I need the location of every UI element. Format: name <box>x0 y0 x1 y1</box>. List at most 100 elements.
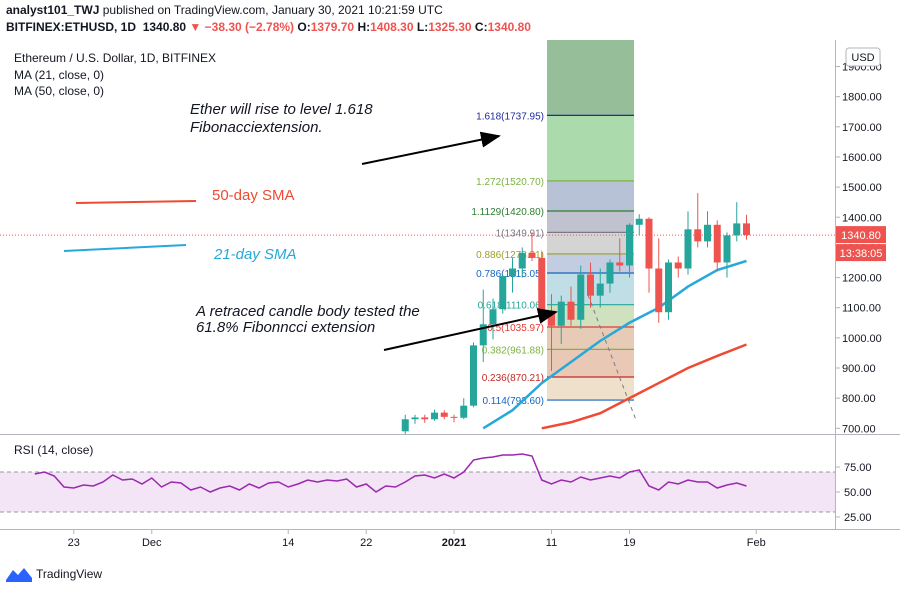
fib-level-label: 1.1129(1420.80) <box>471 207 544 218</box>
time-tick-label: Feb <box>747 537 766 549</box>
high-value: 1408.30 <box>370 20 414 34</box>
candle-body[interactable] <box>635 218 643 225</box>
rsi-tick-label: 50.00 <box>844 487 872 499</box>
candle-body[interactable] <box>704 224 711 242</box>
candle-body[interactable] <box>421 417 429 420</box>
legend-ma50: MA (50, close, 0) <box>14 84 104 98</box>
currency-label: USD <box>851 52 874 64</box>
author-name[interactable]: analyst101_TWJ <box>6 3 100 17</box>
candle-body[interactable] <box>723 235 731 263</box>
tradingview-logo-icon <box>6 568 32 582</box>
fib-zone <box>547 232 634 254</box>
candle-body[interactable] <box>450 416 458 418</box>
rise-annotation-line2: Fibonacciextension. <box>190 119 323 136</box>
candle-body[interactable] <box>694 229 702 242</box>
candle-body[interactable] <box>733 223 741 236</box>
last-price-badge-text: 1340.80 <box>841 230 881 242</box>
candle-body[interactable] <box>411 417 419 420</box>
price-tick-label: 1700.00 <box>842 122 882 134</box>
candle-body[interactable] <box>655 268 663 313</box>
candle-body[interactable] <box>440 412 448 417</box>
fib-zone <box>547 376 634 401</box>
time-tick-label: 14 <box>282 537 294 549</box>
retrace-annotation-line2: 61.8% Fibonncci extension <box>196 319 375 336</box>
candle-body[interactable] <box>674 262 682 269</box>
fib-zone <box>547 349 634 377</box>
legend-title: Ethereum / U.S. Dollar, 1D, BITFINEX <box>14 51 216 65</box>
high-label: H: <box>357 20 371 34</box>
candle-body[interactable] <box>499 276 507 310</box>
rise-annotation-line1: Ether will rise to level 1.618 <box>190 101 373 118</box>
price-tick-label: 1800.00 <box>842 92 882 104</box>
candle-body[interactable] <box>713 224 721 263</box>
tradingview-brand[interactable]: TradingView <box>6 566 102 582</box>
candle-body[interactable] <box>645 218 653 269</box>
last-price-badge <box>836 226 886 244</box>
fib-level-label: 0.5(1035.97) <box>487 323 544 334</box>
fib-zone <box>547 180 634 211</box>
projection-dashed-line <box>587 294 637 421</box>
fib-level-label: 1.618(1737.95) <box>476 111 544 122</box>
fib-level-label: 1.272(1520.70) <box>476 177 544 188</box>
candle-body[interactable] <box>538 257 546 311</box>
candle-body[interactable] <box>518 252 526 269</box>
rsi-scale[interactable]: 75.00 50.00 25.00 <box>835 462 872 524</box>
candle-body[interactable] <box>587 274 594 296</box>
ma21-line[interactable] <box>482 259 747 430</box>
price-change: ▼ −38.30 (−2.78%) <box>189 20 295 34</box>
time-tick-label: 2021 <box>442 537 466 549</box>
candle-body[interactable] <box>557 301 565 326</box>
price-chart[interactable]: 1.618(1737.95) 1.272(1520.70) 1.1129(1420.… <box>0 40 900 562</box>
ma50-line[interactable] <box>541 343 747 430</box>
price-tick-label: 1200.00 <box>842 273 882 285</box>
fib-level-label: 0.236(870.21) <box>482 373 544 384</box>
sma21-legend-line <box>63 244 187 252</box>
price-tick-label: 1100.00 <box>842 303 881 315</box>
publish-header: analyst101_TWJ published on TradingView.… <box>6 3 443 17</box>
candle-body[interactable] <box>528 252 536 258</box>
rsi-band <box>0 472 835 512</box>
currency-badge[interactable] <box>845 47 881 67</box>
fib-level-label: 0.618(1110.06) <box>478 301 544 312</box>
fib-level-label: 0.114(793.60) <box>482 396 544 407</box>
sma21-annotation: 21-day SMA <box>213 246 297 263</box>
rsi-line[interactable] <box>34 453 747 493</box>
candle-body[interactable] <box>509 268 516 277</box>
time-tick-label: 11 <box>546 537 557 549</box>
countdown-badge <box>836 244 886 262</box>
time-tick-label: Dec <box>142 537 162 549</box>
legend-ma21: MA (21, close, 0) <box>14 68 104 82</box>
candle-body[interactable] <box>567 301 575 320</box>
brand-name: TradingView <box>36 567 103 581</box>
candle-body[interactable] <box>431 412 438 420</box>
rsi-tick-label: 75.00 <box>844 462 872 474</box>
candle-body[interactable] <box>489 309 497 325</box>
candle-body[interactable] <box>596 283 604 296</box>
close-value: 1340.80 <box>487 20 531 34</box>
candle-body[interactable] <box>743 223 750 236</box>
candle-body[interactable] <box>401 419 409 432</box>
symbol-name: BITFINEX:ETHUSD, 1D <box>6 20 137 34</box>
close-label: C: <box>474 20 488 34</box>
time-tick-label: 19 <box>623 537 635 549</box>
fib-zone-top <box>547 40 634 116</box>
price-tick-label: 700.00 <box>842 423 876 435</box>
price-tick-label: 1000.00 <box>842 333 882 345</box>
candle-body[interactable] <box>684 229 692 269</box>
candle-body[interactable] <box>460 405 468 418</box>
candle-body[interactable] <box>577 274 585 320</box>
candle-body[interactable] <box>616 262 624 266</box>
rsi-pane[interactable]: RSI (14, close) 75.00 50.00 25.00 <box>0 443 872 524</box>
sma50-annotation: 50-day SMA <box>212 187 295 204</box>
fibonacci-zones[interactable] <box>547 40 634 401</box>
last-price: 1340.80 <box>142 20 187 34</box>
retrace-annotation-line1: A retraced candle body tested the <box>195 303 420 320</box>
candle-body[interactable] <box>665 262 672 313</box>
candle-body[interactable] <box>470 345 477 406</box>
time-axis[interactable]: 23 Dec 14 22 2021 11 19 Feb <box>68 530 766 549</box>
price-tick-label: 1500.00 <box>842 182 882 194</box>
candle-body[interactable] <box>479 324 487 346</box>
candle-body[interactable] <box>606 262 614 284</box>
candle-body[interactable] <box>626 224 633 266</box>
sma50-legend-line <box>75 200 197 204</box>
